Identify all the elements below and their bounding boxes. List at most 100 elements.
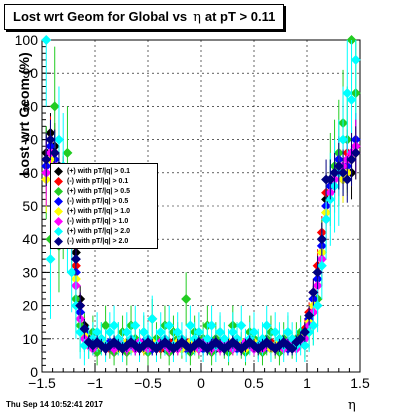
legend-label: (-) with pT/|q| > 2.0 bbox=[67, 237, 129, 245]
series-6-point bbox=[261, 320, 272, 331]
y-tick-label: 0 bbox=[30, 364, 38, 380]
chart-title-box: Lost wrt Geom for Global vs η at pT > 0.11 bbox=[4, 4, 285, 30]
legend-label: (+) with pT/|q| > 0.1 bbox=[67, 167, 131, 175]
series-7-point bbox=[41, 154, 52, 165]
legend-label: (-) with pT/|q| > 1.0 bbox=[67, 217, 129, 225]
series-6-point bbox=[138, 327, 149, 338]
series-7-point bbox=[304, 310, 315, 321]
series-6-point bbox=[350, 54, 361, 65]
series-6-point bbox=[342, 88, 353, 99]
series-6-point bbox=[219, 333, 230, 344]
series-6-point bbox=[227, 327, 238, 338]
series-7-point bbox=[299, 327, 310, 338]
y-tick-label: 90 bbox=[22, 65, 38, 81]
series-6-point bbox=[193, 327, 204, 338]
x-tick-label: −1.5 bbox=[28, 375, 56, 391]
x-tick-label: 0.5 bbox=[244, 375, 264, 391]
series-6-point bbox=[316, 260, 327, 271]
series-7-point bbox=[346, 154, 357, 165]
legend-swatch bbox=[54, 216, 63, 226]
series-6-point bbox=[321, 214, 332, 225]
legend-swatch bbox=[54, 206, 63, 216]
legend-label: (+) with pT/|q| > 1.0 bbox=[67, 207, 131, 215]
legend-label: (-) with pT/|q| > 0.5 bbox=[67, 197, 129, 205]
y-tick-label: 100 bbox=[15, 32, 39, 48]
series-6-point bbox=[53, 134, 64, 145]
series-7-point bbox=[295, 333, 306, 344]
series-7-point bbox=[75, 300, 86, 311]
series-6-point bbox=[147, 313, 158, 324]
footer-timestamp: Thu Sep 14 10:52:41 2017 bbox=[6, 400, 103, 409]
series-7-point bbox=[312, 267, 323, 278]
series-6-point bbox=[109, 320, 120, 331]
series-7-point bbox=[333, 161, 344, 172]
legend-swatch bbox=[54, 186, 63, 196]
series-6-point bbox=[155, 327, 166, 338]
legend-entry: (-) with pT/|q| > 0.5 bbox=[54, 196, 157, 206]
series-7-point bbox=[70, 254, 81, 265]
series-7-point bbox=[49, 147, 60, 158]
legend-label: (+) with pT/|q| > 0.5 bbox=[67, 187, 131, 195]
legend-entry: (+) with pT/|q| > 0.5 bbox=[54, 186, 157, 196]
legend-entry: (-) with pT/|q| > 2.0 bbox=[54, 236, 157, 246]
y-tick-label: 80 bbox=[22, 98, 38, 114]
series-6-point bbox=[66, 267, 77, 278]
series-7-point bbox=[338, 167, 349, 178]
series-7-point bbox=[325, 174, 336, 185]
series-6-point bbox=[299, 340, 310, 351]
legend-swatch bbox=[54, 236, 63, 246]
legend-entry: (+) with pT/|q| > 2.0 bbox=[54, 226, 157, 236]
series-6-point bbox=[164, 320, 175, 331]
y-tick-label: 60 bbox=[22, 165, 38, 181]
series-2-point bbox=[181, 293, 192, 304]
series-2-point bbox=[100, 320, 111, 331]
legend-label: (+) with pT/|q| > 2.0 bbox=[67, 227, 131, 235]
y-tick-label: 10 bbox=[22, 331, 38, 347]
y-axis-label: Lost wrt Geom (%) bbox=[16, 52, 32, 176]
series-7-point bbox=[45, 134, 56, 145]
series-6-point bbox=[104, 327, 115, 338]
series-6-point bbox=[312, 300, 323, 311]
series-6-point bbox=[185, 320, 196, 331]
x-axis-label: η bbox=[348, 398, 356, 413]
series-2-point bbox=[49, 101, 60, 112]
series-6-point bbox=[282, 327, 293, 338]
series-7-point bbox=[350, 147, 361, 158]
series-2-point bbox=[62, 147, 73, 158]
legend-swatch bbox=[54, 226, 63, 236]
x-tick-label: 1.5 bbox=[350, 375, 370, 391]
series-6-point bbox=[202, 333, 213, 344]
series-6-point bbox=[346, 94, 357, 105]
chart-title-main: Lost wrt Geom for Global vs bbox=[13, 9, 188, 24]
legend-entry: (+) with pT/|q| > 1.0 bbox=[54, 206, 157, 216]
y-tick-label: 30 bbox=[22, 264, 38, 280]
chart-title-symbol: η bbox=[193, 10, 201, 25]
legend-swatch bbox=[54, 176, 63, 186]
series-7-point bbox=[329, 167, 340, 178]
series-6-point bbox=[45, 254, 56, 265]
series-7-point bbox=[342, 174, 353, 185]
series-7-point bbox=[308, 287, 319, 298]
legend-entry: (+) with pT/|q| > 0.1 bbox=[54, 166, 157, 176]
chart-title: Lost wrt Geom for Global vs η at pT > 0.11 bbox=[13, 9, 275, 25]
series-6-point bbox=[215, 327, 226, 338]
series-6-point bbox=[249, 327, 259, 338]
series-6-point bbox=[308, 320, 319, 331]
series-6-point bbox=[121, 327, 132, 338]
y-tick-label: 20 bbox=[22, 298, 38, 314]
y-tick-label: 70 bbox=[22, 132, 38, 148]
legend-swatch bbox=[54, 166, 63, 176]
series-6-point bbox=[130, 320, 141, 331]
series-6-point bbox=[338, 134, 349, 145]
series-7-point bbox=[287, 343, 298, 354]
series-6-point bbox=[206, 320, 217, 331]
series-6-point bbox=[172, 327, 183, 338]
x-tick-label: −1 bbox=[87, 375, 103, 391]
series-7-point bbox=[79, 323, 90, 334]
legend-entry: (-) with pT/|q| > 0.1 bbox=[54, 176, 157, 186]
legend-entry: (-) with pT/|q| > 1.0 bbox=[54, 216, 157, 226]
series-6-point bbox=[236, 320, 247, 331]
chart-legend: (+) with pT/|q| > 0.1 (-) with pT/|q| > 0… bbox=[50, 163, 158, 249]
series-6-point bbox=[41, 35, 52, 45]
